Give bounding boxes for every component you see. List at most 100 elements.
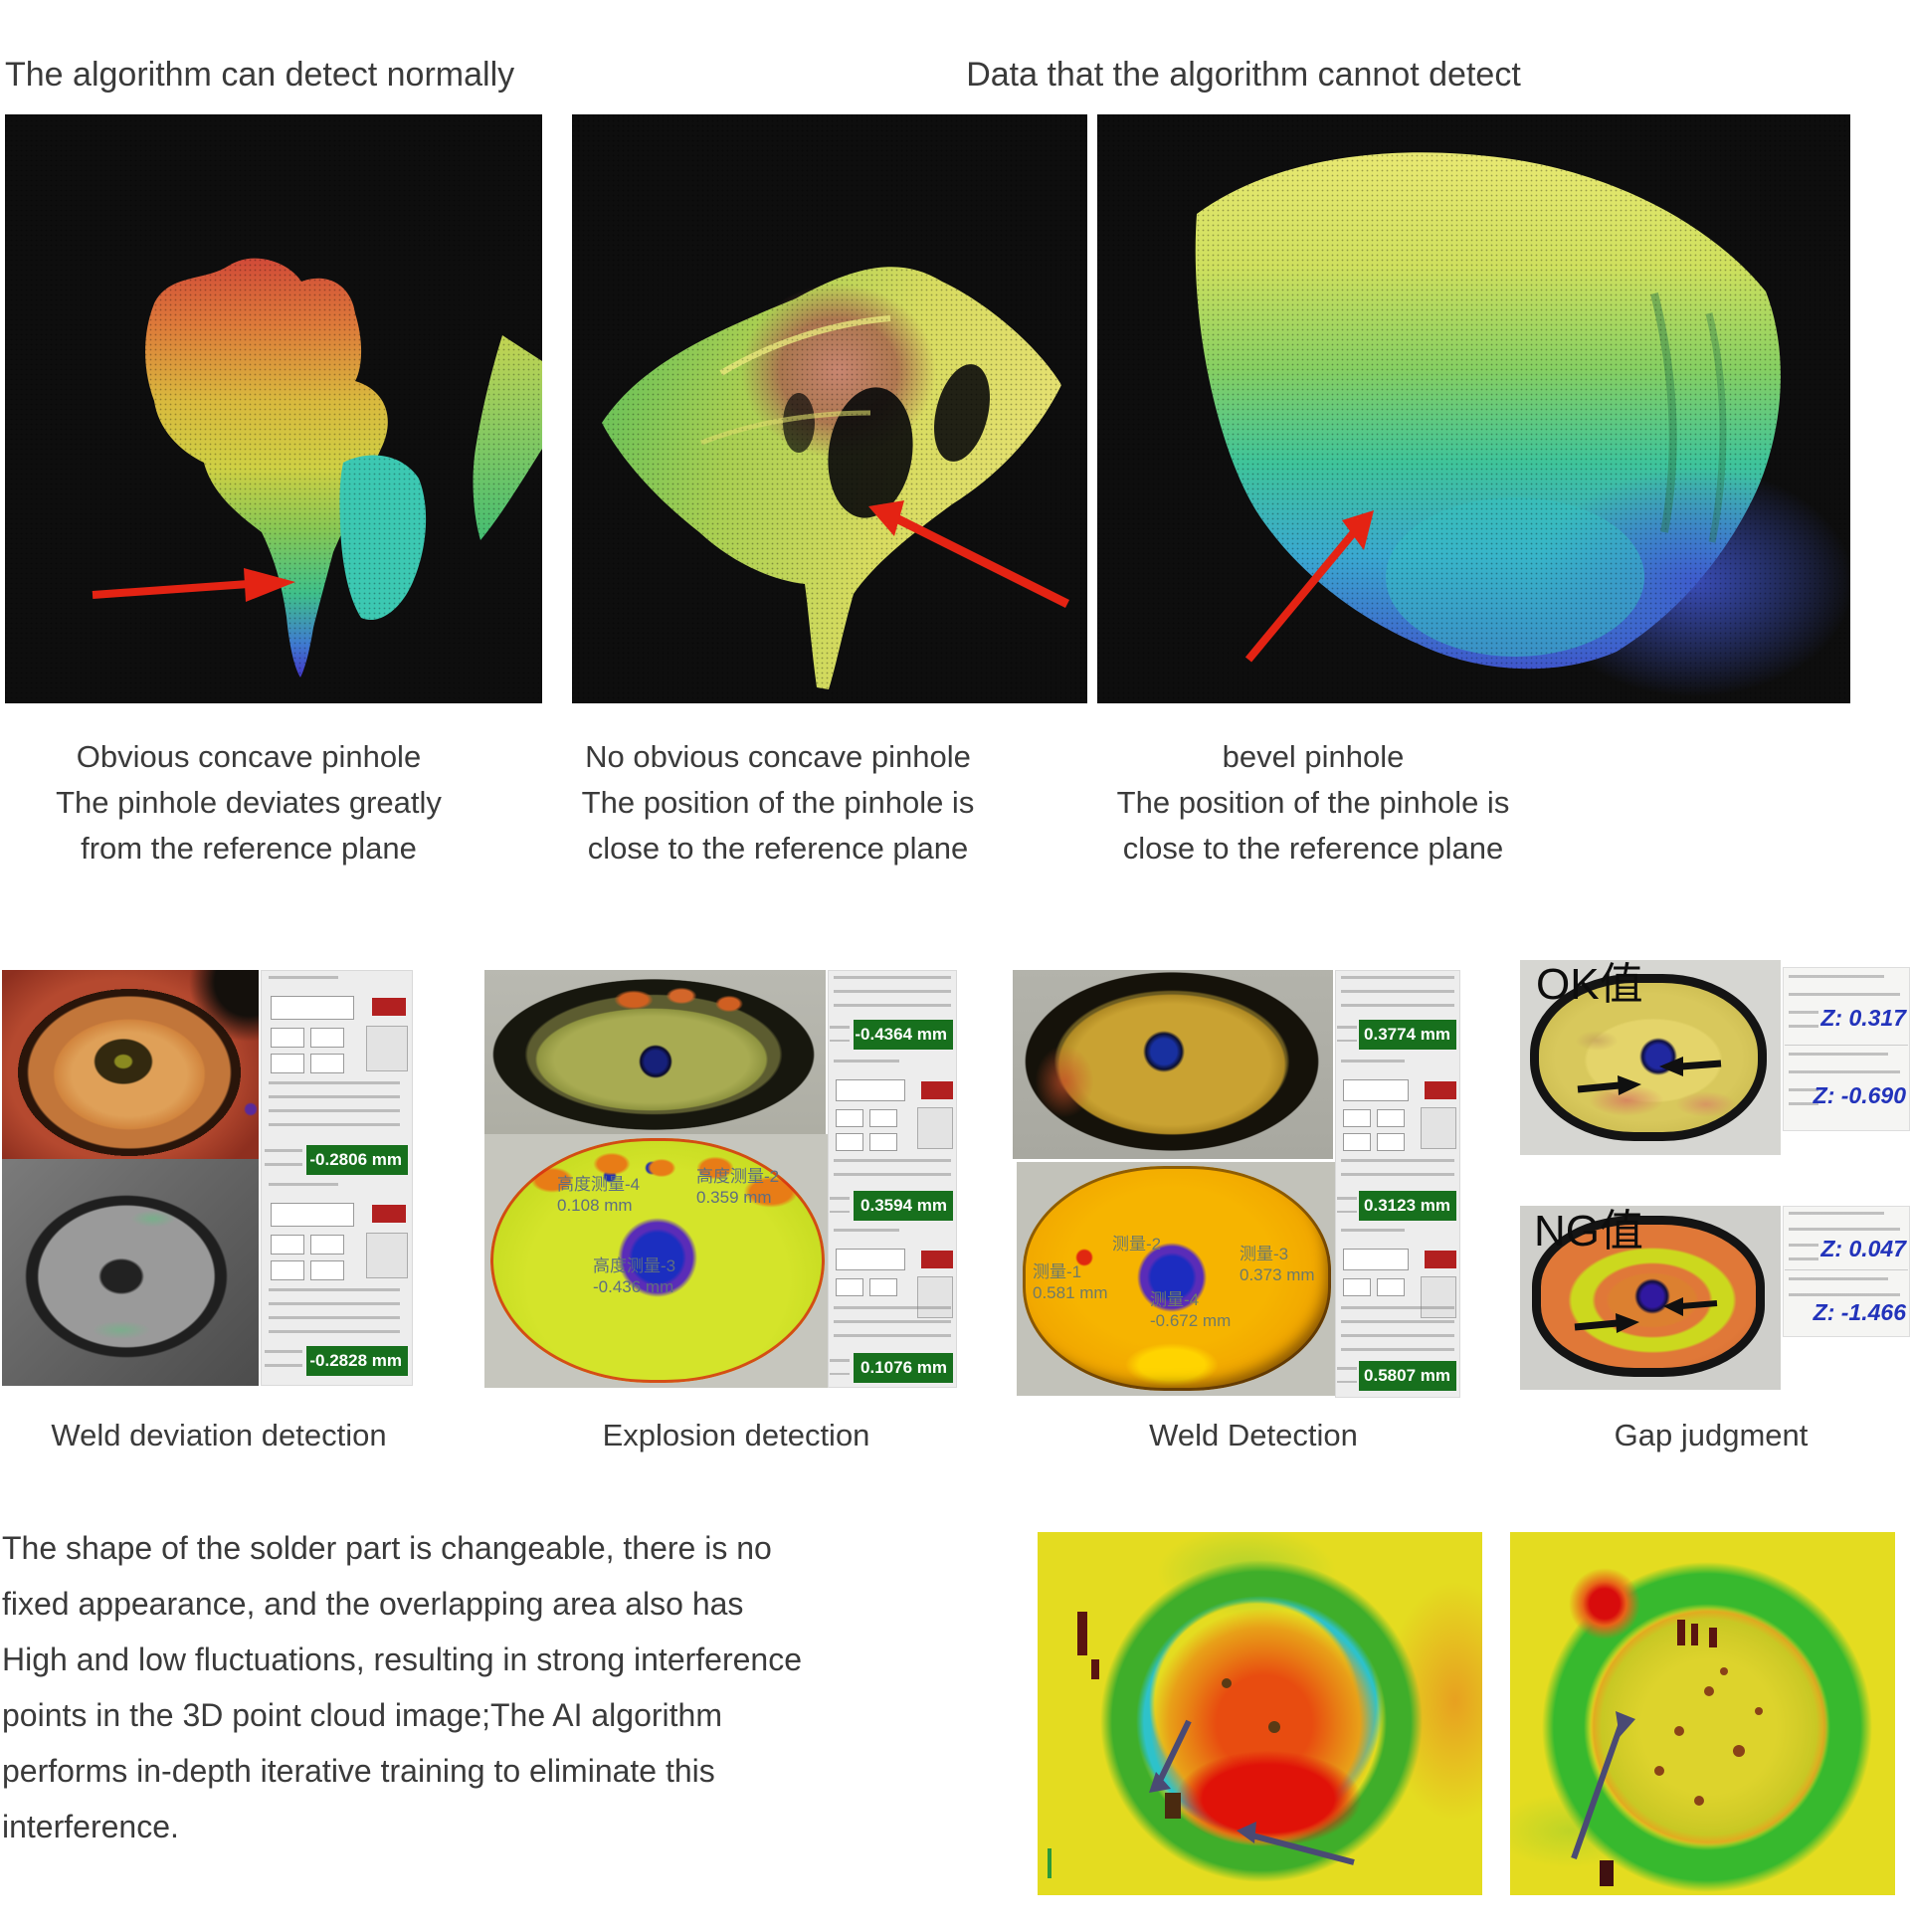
black-arrow-icon — [1574, 1297, 1718, 1333]
delete-button — [1425, 1081, 1456, 1099]
coord-input — [869, 1133, 897, 1151]
panel-text-line — [1789, 1053, 1888, 1063]
divider — [1785, 1045, 1908, 1046]
explosion-heatmap-frame — [484, 1134, 831, 1388]
annotation-value: -0.672 mm — [1150, 1311, 1232, 1330]
purple-arrow-icon — [1571, 1711, 1635, 1859]
label-weld-deviation: Weld deviation detection — [51, 1418, 387, 1452]
explosion-heatmap — [490, 1138, 825, 1383]
annotation-value: -0.436 mm — [593, 1277, 674, 1296]
name-input — [1343, 1249, 1409, 1270]
coord-input — [1343, 1278, 1371, 1296]
black-arrow-icon — [1577, 1057, 1722, 1095]
label-explosion: Explosion detection — [602, 1418, 870, 1452]
annotation-tag: 测量-4 — [1150, 1290, 1200, 1309]
pointcloud-svg-1 — [5, 114, 542, 703]
explosion-photo — [484, 970, 826, 1134]
panel-section-title — [1341, 1229, 1405, 1241]
label-weld-detection: Weld Detection — [1149, 1418, 1358, 1452]
weld-deviation-photo-grayscale — [2, 1159, 259, 1386]
pointcloud-image-obvious-pinhole — [5, 114, 542, 703]
panel-section-title — [1341, 1060, 1405, 1071]
panel-text-line — [1789, 1293, 1900, 1303]
caption-no-obvious-pinhole: No obvious concave pinhole The position … — [581, 739, 975, 866]
ng-value-tag: NG值 — [1534, 1207, 1643, 1256]
caption-bevel-pinhole: bevel pinhole The position of the pinhol… — [1116, 739, 1510, 866]
panel-field-rows — [834, 1159, 951, 1185]
panel-text-line — [1789, 1011, 1818, 1033]
delete-button — [1425, 1251, 1456, 1268]
measurement-annotation: 高度测量-3 -0.436 mm — [593, 1256, 742, 1297]
label-gap-judgment: Gap judgment — [1614, 1418, 1809, 1452]
name-input — [1343, 1079, 1409, 1101]
refresh-button — [366, 1026, 408, 1071]
coord-input — [836, 1278, 863, 1296]
refresh-button — [917, 1107, 953, 1149]
name-input — [836, 1249, 905, 1270]
coord-input — [836, 1109, 863, 1127]
delete-button — [921, 1251, 953, 1268]
result-value-bar: -0.4364 mm — [854, 1020, 953, 1050]
result-value-bar: -0.2806 mm — [306, 1145, 408, 1175]
purple-arrow-icon — [1149, 1719, 1355, 1865]
gap-ok-arrows — [1577, 1057, 1722, 1095]
name-input — [271, 996, 354, 1020]
weld-deviation-ui-panel: -0.2806 mm -0.2828 mm — [261, 970, 413, 1386]
gap-ng-image — [1520, 1206, 1781, 1390]
weld-heatmap — [1023, 1166, 1331, 1391]
panel-text-line — [1789, 1070, 1900, 1080]
red-arrow-icon — [1244, 510, 1374, 663]
z-value: Z: -0.690 — [1813, 1082, 1906, 1108]
refresh-button — [1421, 1276, 1456, 1318]
interference-right-marks — [1571, 1620, 1763, 1886]
summary-paragraph: The shape of the solder part is changeab… — [2, 1530, 802, 1844]
coord-input — [310, 1054, 344, 1073]
panel-text-line — [1789, 1212, 1884, 1222]
coord-input — [1343, 1109, 1371, 1127]
weld-heatmap-frame — [1017, 1162, 1340, 1396]
annotation-tag: 高度测量-4 — [557, 1175, 641, 1194]
result-label — [1337, 1026, 1357, 1042]
pointcloud-svg-3 — [1097, 114, 1850, 703]
interference-heatmap-left — [1038, 1532, 1482, 1895]
annotation-tag: 测量-1 — [1033, 1262, 1082, 1281]
weld-ui-panel: 0.3774 mm 0.3123 mm 0.5807 mm — [1335, 970, 1460, 1398]
result-value-bar: 0.1076 mm — [854, 1353, 953, 1383]
red-arrow-icon — [868, 500, 1070, 609]
measurement-annotation: 高度测量-4 0.108 mm — [557, 1174, 686, 1216]
annotation-tag: 测量-2 — [1112, 1235, 1162, 1254]
coord-input — [271, 1028, 304, 1048]
measurement-annotation: 测量-4 -0.672 mm — [1150, 1289, 1269, 1331]
weld-deviation-photo-color — [2, 970, 259, 1159]
panel-field-rows — [1341, 1159, 1454, 1185]
pointcloud-svg-2 — [572, 114, 1087, 703]
red-arrow-icon — [92, 568, 295, 602]
panel-section-title — [269, 976, 338, 988]
panel-section-title — [834, 1229, 899, 1241]
pointcloud-image-no-obvious-pinhole — [572, 114, 1087, 703]
measurement-annotation: 测量-2 — [1112, 1234, 1232, 1255]
panel-text-line — [1789, 1088, 1818, 1110]
annotation-value: 0.581 mm — [1033, 1283, 1108, 1302]
measurement-annotation: 测量-3 0.373 mm — [1240, 1244, 1349, 1285]
result-value-bar: 0.3123 mm — [1359, 1191, 1456, 1221]
measurement-annotation: 高度测量-2 0.359 mm — [696, 1166, 826, 1208]
z-value: Z: 0.047 — [1820, 1236, 1906, 1261]
refresh-button — [1421, 1107, 1456, 1149]
coord-input — [1377, 1278, 1405, 1296]
result-label — [265, 1350, 302, 1368]
panel-text-line — [1789, 975, 1884, 985]
coord-input — [271, 1235, 304, 1255]
panel-text-line — [1789, 1228, 1900, 1238]
weld-detection-photo — [1013, 970, 1333, 1159]
name-input — [271, 1203, 354, 1227]
divider — [1785, 1269, 1908, 1270]
annotation-tag: 高度测量-3 — [593, 1256, 676, 1275]
panel-text-line — [1789, 1277, 1888, 1287]
result-label — [265, 1149, 302, 1167]
annotation-value: 0.359 mm — [696, 1188, 772, 1207]
panel-text-line — [1789, 993, 1900, 1003]
interference-left-marks — [1048, 1612, 1355, 1878]
annotation-tag: 高度测量-2 — [696, 1167, 780, 1186]
panel-field-rows — [269, 1288, 400, 1340]
